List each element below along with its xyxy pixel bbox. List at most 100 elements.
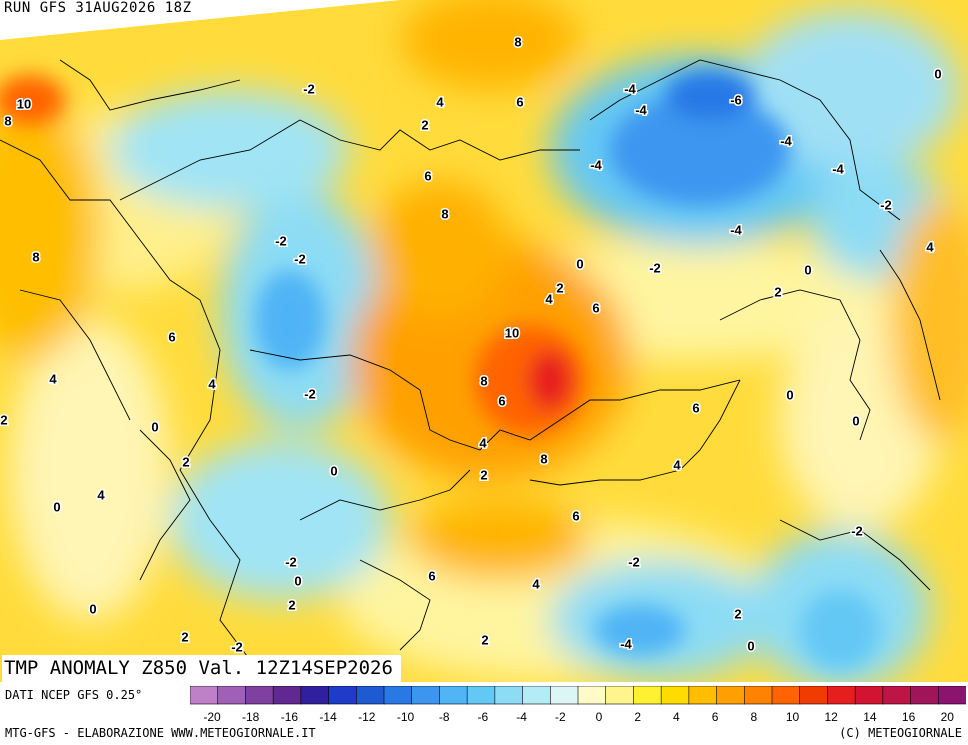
contour-label: 4: [926, 239, 934, 254]
contour-label: 2: [181, 629, 188, 644]
contour-label: 6: [692, 400, 699, 415]
colorbar-swatch: [854, 686, 884, 705]
contour-label: 0: [786, 387, 793, 402]
contour-label: 4: [479, 435, 487, 450]
border-line: [299, 469, 471, 521]
colorbar-tick-label: 8: [750, 710, 758, 724]
colorbar-swatch: [827, 686, 856, 705]
contour-label: -2: [880, 197, 892, 212]
contour-label: 2: [0, 412, 7, 427]
contour-label: 6: [516, 94, 523, 109]
colorbar-swatch: [577, 686, 607, 705]
contour-label: -2: [851, 523, 863, 538]
colorbar-swatch: [300, 686, 330, 705]
colorbar-swatch: [272, 686, 302, 705]
field-core-cold: [665, 70, 755, 120]
contour-label: 2: [734, 606, 741, 621]
colorbar-tick-label: -18: [242, 710, 260, 724]
contour-label: 2: [288, 597, 295, 612]
colorbar-swatch: [688, 686, 718, 705]
border-line: [249, 349, 741, 451]
contour-label: 0: [934, 66, 941, 81]
colorbar-tick-label: -14: [319, 710, 337, 724]
contour-label: -2: [285, 554, 297, 569]
field-core-warm: [528, 350, 572, 410]
field-patch-warm: [410, 500, 590, 580]
run-title: RUN GFS 31AUG2026 18Z: [4, 0, 192, 16]
contour-label: -2: [303, 81, 315, 96]
contour-label: 8: [480, 373, 487, 388]
contour-label: 8: [540, 451, 547, 466]
colorbar-swatch: [355, 686, 385, 705]
border-line: [359, 559, 431, 651]
field-patch-cold: [110, 90, 350, 210]
contour-label: 0: [852, 413, 859, 428]
contour-label: 4: [436, 94, 444, 109]
colorbar-swatch: [633, 686, 662, 705]
colorbar-swatch: [328, 686, 358, 705]
contour-label: -4: [624, 81, 636, 96]
colorbar-tick-label: 4: [673, 710, 680, 724]
contour-label: 0: [747, 638, 754, 653]
contour-label: 0: [576, 256, 583, 271]
field-patch-neutral: [10, 320, 170, 620]
colorbar-swatch: [439, 686, 468, 705]
contour-label: 4: [49, 371, 57, 386]
colorbar-tick-label: 14: [863, 710, 877, 724]
border-line: [59, 59, 241, 111]
contour-label: -2: [294, 251, 306, 266]
colorbar-swatch: [937, 686, 966, 705]
contour-label: 4: [545, 291, 553, 306]
colorbar-swatch: [190, 686, 219, 705]
contour-label: 0: [89, 601, 96, 616]
contour-label: 10: [505, 325, 519, 340]
border-line: [0, 139, 251, 661]
colorbar-swatch: [466, 686, 496, 705]
anomaly-cores: [0, 70, 880, 670]
contour-label: -4: [780, 133, 792, 148]
coastline: [779, 519, 931, 591]
contour-label: 6: [428, 568, 435, 583]
colorbar-tick-label: -20: [203, 710, 221, 724]
contour-label: 0: [151, 419, 158, 434]
contour-label: -4: [635, 102, 647, 117]
contour-label: -2: [649, 260, 661, 275]
colorbar-swatch: [605, 686, 635, 705]
colorbar-swatch: [716, 686, 746, 705]
colorbar-swatch: [494, 686, 524, 705]
field-core-cold: [800, 590, 880, 670]
colorbar-tick-label: 0: [595, 710, 603, 724]
anomaly-map: 10 8 8 6 4 2 0 4 0 0 2 2 0 -2 -2 4 -2 -2 -2 0 2 6 8 4 2 6 8 10 8 6 4 2 6…: [0, 0, 968, 682]
contour-label: -2: [304, 386, 316, 401]
colorbar-tick-label: -4: [516, 710, 527, 724]
contour-label: -4: [590, 157, 602, 172]
colorbar-tick-label: -2: [554, 710, 566, 724]
coastline: [879, 249, 941, 401]
contour-label: 8: [514, 34, 521, 49]
colorbar-tick-label: 6: [711, 710, 719, 724]
colorbar-swatch: [799, 686, 829, 705]
contour-label: 6: [572, 508, 579, 523]
colorbar-tick-label: 2: [634, 710, 642, 724]
border-line: [19, 289, 131, 421]
contour-label: 2: [556, 280, 563, 295]
coastline: [719, 289, 871, 441]
contour-label: 8: [4, 113, 11, 128]
contour-label: 6: [498, 393, 505, 408]
coastline: [589, 59, 901, 221]
field-patch-warm: [400, 0, 580, 90]
colorbar-swatch: [660, 686, 690, 705]
map-title: TMP ANOMALY Z850 Val. 12Z14SEP2026: [2, 655, 401, 682]
colorbar-tick-label: -8: [438, 710, 450, 724]
colorbar-swatch: [882, 686, 912, 705]
boundaries: [0, 59, 941, 661]
colorbar-swatch: [743, 686, 773, 705]
contour-label: -4: [620, 636, 632, 651]
colorbar-tick-label: -10: [396, 710, 415, 724]
data-source: DATI NCEP GFS 0.25°: [5, 688, 143, 702]
contour-label: 4: [673, 457, 681, 472]
colorbar: [190, 686, 966, 705]
contour-label: -2: [628, 554, 640, 569]
contour-label: -6: [730, 92, 742, 107]
